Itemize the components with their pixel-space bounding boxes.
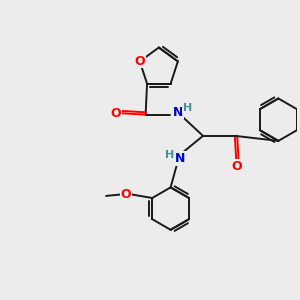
Text: O: O: [134, 55, 145, 68]
Text: H: H: [165, 150, 174, 160]
Text: O: O: [111, 107, 122, 120]
Text: O: O: [120, 188, 131, 201]
Text: H: H: [183, 103, 192, 113]
Text: N: N: [173, 106, 183, 119]
Text: O: O: [232, 160, 242, 173]
Text: N: N: [175, 152, 185, 165]
